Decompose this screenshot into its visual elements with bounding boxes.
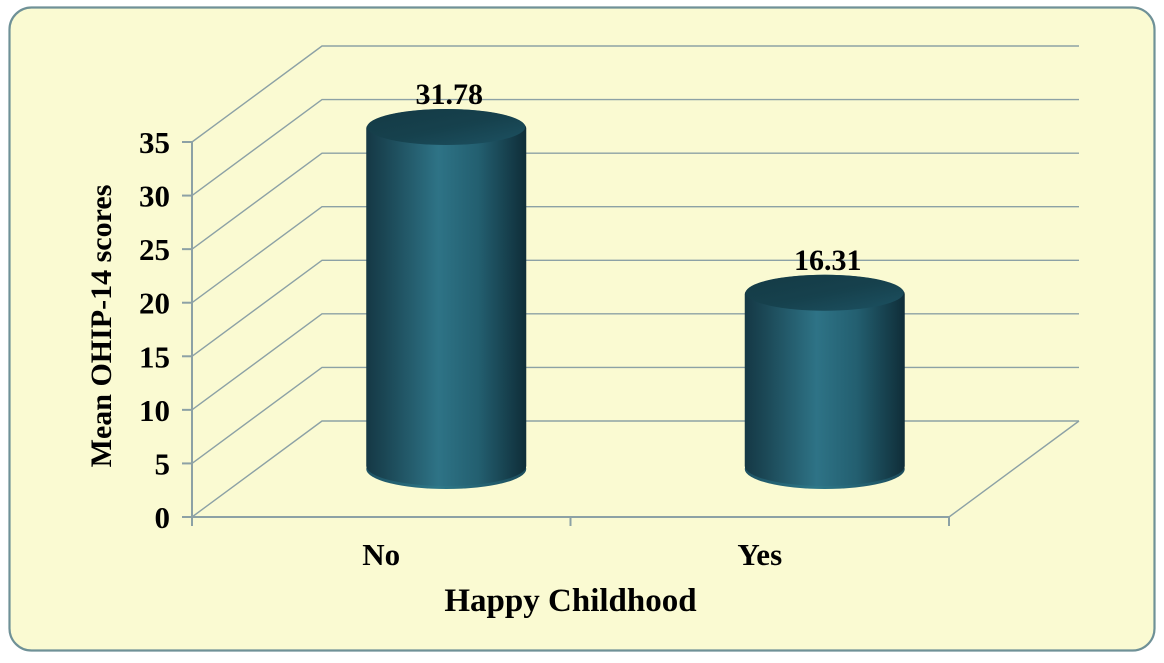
bar-cylinder bbox=[366, 109, 527, 489]
y-tick-label: 30 bbox=[139, 179, 170, 214]
cylinder-body bbox=[744, 274, 905, 487]
x-axis-category-labels: No Yes bbox=[362, 537, 782, 572]
y-tick-label: 10 bbox=[139, 393, 170, 428]
gridline bbox=[191, 45, 1079, 143]
y-tick-label: 25 bbox=[139, 232, 170, 267]
y-tick-label: 5 bbox=[155, 446, 171, 481]
floor-right-edge bbox=[948, 420, 1080, 518]
x-axis-title: Happy Childhood bbox=[444, 583, 696, 619]
category-label: No bbox=[362, 537, 400, 572]
data-label: 16.31 bbox=[794, 244, 862, 277]
gridline bbox=[191, 206, 1079, 304]
axes bbox=[182, 141, 1080, 526]
category-label: Yes bbox=[737, 537, 782, 572]
gridline bbox=[191, 98, 1079, 197]
y-tick-label: 15 bbox=[139, 339, 170, 374]
y-tick-label: 0 bbox=[155, 500, 171, 535]
bar-cylinder bbox=[744, 274, 905, 489]
gridline bbox=[191, 259, 1079, 357]
data-labels: 31.78 16.31 bbox=[416, 78, 862, 277]
gridlines bbox=[191, 45, 1079, 518]
y-axis-tick-labels: 0 5 10 15 20 25 30 35 bbox=[139, 125, 170, 535]
bar-series bbox=[366, 109, 905, 489]
y-axis-title: Mean OHIP-14 scores bbox=[85, 185, 118, 468]
cylinder-body bbox=[366, 109, 527, 487]
y-tick-label: 35 bbox=[139, 125, 170, 160]
gridline bbox=[191, 152, 1079, 250]
y-tick-label: 20 bbox=[139, 286, 170, 321]
chart-area-background bbox=[8, 6, 1156, 652]
cylinder-top-face bbox=[745, 274, 904, 311]
cylinder-top-face bbox=[367, 109, 526, 145]
data-label: 31.78 bbox=[416, 78, 484, 111]
